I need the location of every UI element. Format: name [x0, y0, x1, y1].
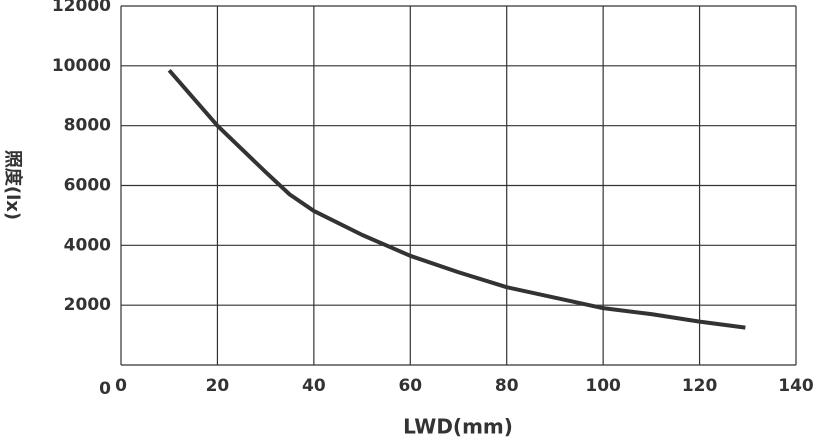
y-tick-label: 10000 — [52, 56, 111, 76]
x-tick-label: 140 — [778, 376, 814, 396]
y-tick-label: 0 — [99, 379, 111, 399]
x-tick-label: 40 — [302, 376, 326, 396]
x-axis-label: LWD(mm) — [403, 415, 513, 439]
data-line — [167, 69, 746, 330]
x-tick-label: 20 — [206, 376, 230, 396]
y-tick-label: 2000 — [64, 295, 111, 315]
x-tick-label: 80 — [495, 376, 519, 396]
y-tick-label: 8000 — [64, 116, 111, 136]
x-tick-label: 0 — [115, 376, 127, 396]
y-tick-label: 4000 — [64, 235, 111, 255]
y-tick-label: 12000 — [52, 0, 111, 16]
y-tick-label: 6000 — [64, 176, 111, 196]
y-axis-label: 照度(lx) — [2, 150, 24, 220]
x-tick-label: 120 — [682, 376, 718, 396]
x-tick-label: 100 — [585, 376, 621, 396]
x-tick-label: 60 — [398, 376, 422, 396]
